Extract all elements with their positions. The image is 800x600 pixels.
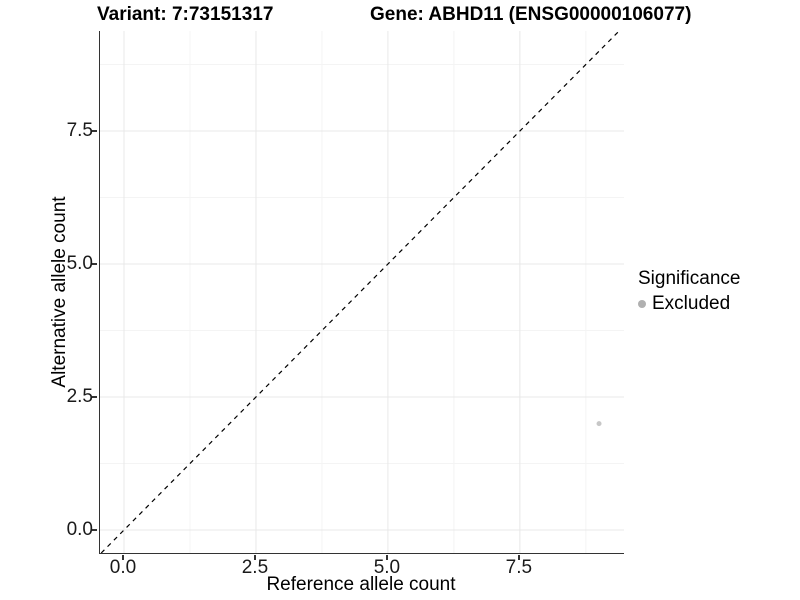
x-tick-mark bbox=[122, 554, 124, 560]
y-tick-label: 0.0 bbox=[66, 519, 93, 541]
major-gridlines bbox=[100, 31, 624, 553]
x-tick-mark bbox=[386, 554, 388, 560]
y-tick-mark bbox=[92, 130, 98, 132]
legend-item-excluded: Excluded bbox=[638, 293, 740, 315]
plot-canvas bbox=[100, 31, 624, 553]
y-tick-label: 7.5 bbox=[66, 120, 93, 142]
variant-title: Variant: 7:73151317 bbox=[97, 4, 274, 25]
minor-gridlines bbox=[100, 31, 624, 553]
y-tick-mark bbox=[92, 396, 98, 398]
data-point bbox=[596, 421, 602, 427]
gene-title: Gene: ABHD11 (ENSG00000106077) bbox=[370, 4, 692, 25]
x-tick-label: 5.0 bbox=[373, 557, 401, 578]
x-tick-mark bbox=[518, 554, 520, 560]
x-tick-label: 2.5 bbox=[241, 557, 269, 578]
plot-panel bbox=[99, 31, 624, 554]
y-tick-mark bbox=[92, 529, 98, 531]
legend: Significance Excluded bbox=[638, 268, 740, 315]
x-tick-label: 7.5 bbox=[505, 557, 533, 578]
data-points bbox=[596, 421, 602, 427]
y-tick-label: 2.5 bbox=[66, 386, 93, 408]
y-axis-title: Alternative allele count bbox=[49, 196, 70, 388]
x-tick-mark bbox=[254, 554, 256, 560]
x-tick-label: 0.0 bbox=[109, 557, 137, 578]
y-tick-mark bbox=[92, 263, 98, 265]
identity-reference-line bbox=[100, 31, 620, 553]
legend-item-label: Excluded bbox=[652, 293, 731, 314]
legend-title: Significance bbox=[638, 268, 741, 289]
x-axis-title: Reference allele count bbox=[266, 574, 456, 595]
excluded-point-icon bbox=[638, 300, 646, 308]
y-tick-label: 5.0 bbox=[66, 253, 93, 275]
